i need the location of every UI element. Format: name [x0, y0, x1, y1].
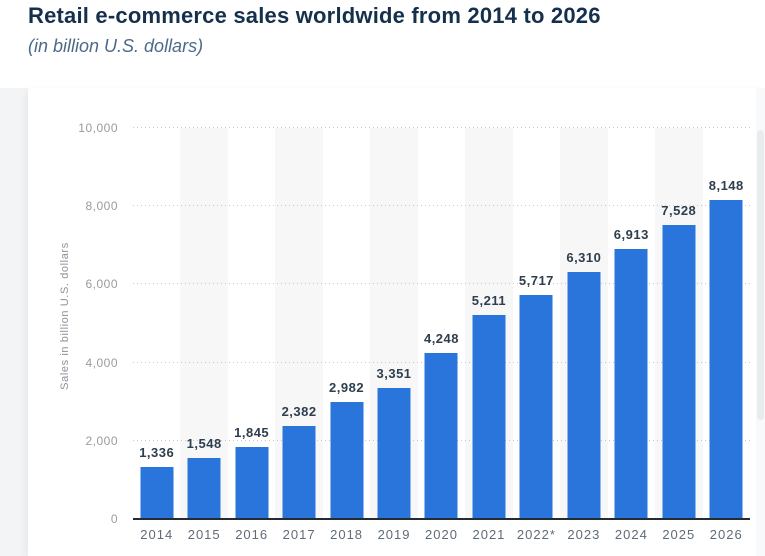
x-axis-line	[133, 518, 750, 520]
bar-value-label: 5,717	[518, 273, 554, 289]
x-axis-tick-label: 2026	[709, 527, 743, 542]
chart-column-2025: 7,528 2025	[655, 128, 702, 542]
bar-value-label: 6,913	[613, 226, 649, 242]
bar-2020[interactable]	[424, 352, 458, 519]
chart-column-2020: 4,248 2020	[418, 128, 465, 542]
y-axis-tick-label: 4,000	[85, 355, 118, 370]
bar-2016[interactable]	[235, 446, 269, 519]
chart-column-2018: 2,982 2018	[323, 128, 370, 542]
x-axis-tick-label: 2023	[567, 527, 601, 542]
chart-header: Retail e-commerce sales worldwide from 2…	[28, 0, 748, 57]
bar-2024[interactable]	[614, 248, 648, 519]
bar-value-label: 2,382	[281, 403, 317, 419]
bar-value-label: 2,982	[329, 380, 365, 396]
x-axis-tick-label: 2017	[282, 527, 316, 542]
chart-column-2022*: 5,717 2022*	[513, 128, 560, 542]
chart-column-2017: 2,382 2017	[275, 128, 322, 542]
bar-value-label: 5,211	[471, 293, 507, 309]
bar-2017[interactable]	[282, 425, 316, 519]
x-axis-tick-label: 2024	[614, 527, 648, 542]
bar-value-label: 7,528	[661, 202, 697, 218]
bar-value-label: 1,845	[234, 424, 270, 440]
y-axis-tick-label: 10,000	[78, 121, 118, 135]
gridline	[133, 283, 750, 285]
gridline	[133, 127, 750, 128]
bar-value-label: 6,310	[566, 250, 602, 266]
x-axis-tick-label: 2025	[662, 527, 696, 542]
x-axis-tick-label: 2019	[377, 527, 411, 542]
y-axis-tick-label: 2,000	[85, 433, 118, 448]
bar-2018[interactable]	[330, 402, 364, 519]
x-axis-tick-label: 2022*	[516, 527, 556, 542]
bar-2019[interactable]	[377, 387, 411, 519]
bar-2025[interactable]	[662, 224, 696, 519]
bar-value-label: 3,351	[376, 365, 412, 381]
page-title: Retail e-commerce sales worldwide from 2…	[28, 3, 601, 28]
scrollbar-track[interactable]	[756, 88, 765, 556]
bar-2023[interactable]	[567, 272, 601, 519]
x-axis-tick-label: 2015	[187, 527, 221, 542]
chart-column-2023: 6,310 2023	[560, 128, 607, 542]
plot-area: Sales in billion U.S. dollars 0 2,000 4,00…	[59, 121, 750, 542]
bar-2015[interactable]	[187, 458, 221, 519]
chart-column-2026: 8,148 2026	[703, 128, 750, 542]
y-axis-tick-label: 0	[110, 512, 118, 526]
bar-2014[interactable]	[140, 466, 174, 519]
chart-card: Sales in billion U.S. dollars 0 2,000 4,00…	[28, 88, 765, 556]
chart-column-2019: 3,351 2019	[370, 128, 417, 542]
chart-column-2016: 1,845 2016	[228, 128, 275, 542]
x-axis-tick-label: 2021	[472, 527, 506, 542]
chart-column-2015: 1,548 2015	[180, 128, 227, 542]
scrollbar-thumb[interactable]	[757, 130, 764, 420]
x-axis-tick-label: 2014	[140, 527, 174, 542]
bar-2022*[interactable]	[519, 295, 553, 519]
bar-value-label: 8,148	[708, 178, 744, 194]
gridline	[133, 205, 750, 207]
bar-value-label: 1,548	[186, 436, 222, 452]
x-axis-tick-label: 2020	[425, 527, 458, 542]
chart-column-2021: 5,211 2021	[465, 128, 512, 542]
y-axis-title: Sales in billion U.S. dollars	[59, 242, 71, 390]
bar-value-label: 1,336	[139, 444, 175, 460]
page-subtitle: (in billion U.S. dollars)	[28, 35, 204, 56]
y-axis-tick-label: 6,000	[85, 277, 118, 292]
chart-column-2024: 6,913 2024	[608, 128, 655, 542]
bar-2026[interactable]	[709, 200, 743, 519]
x-axis-tick-label: 2016	[235, 527, 269, 542]
chart-column-2014: 1,336 2014	[133, 128, 180, 542]
column-band-2015	[180, 128, 228, 519]
bar-2021[interactable]	[472, 315, 506, 519]
bar-value-label: 4,248	[423, 330, 460, 346]
page-background-strip	[0, 88, 28, 556]
y-axis-tick-label: 8,000	[85, 199, 118, 214]
x-axis-tick-label: 2018	[330, 527, 364, 542]
